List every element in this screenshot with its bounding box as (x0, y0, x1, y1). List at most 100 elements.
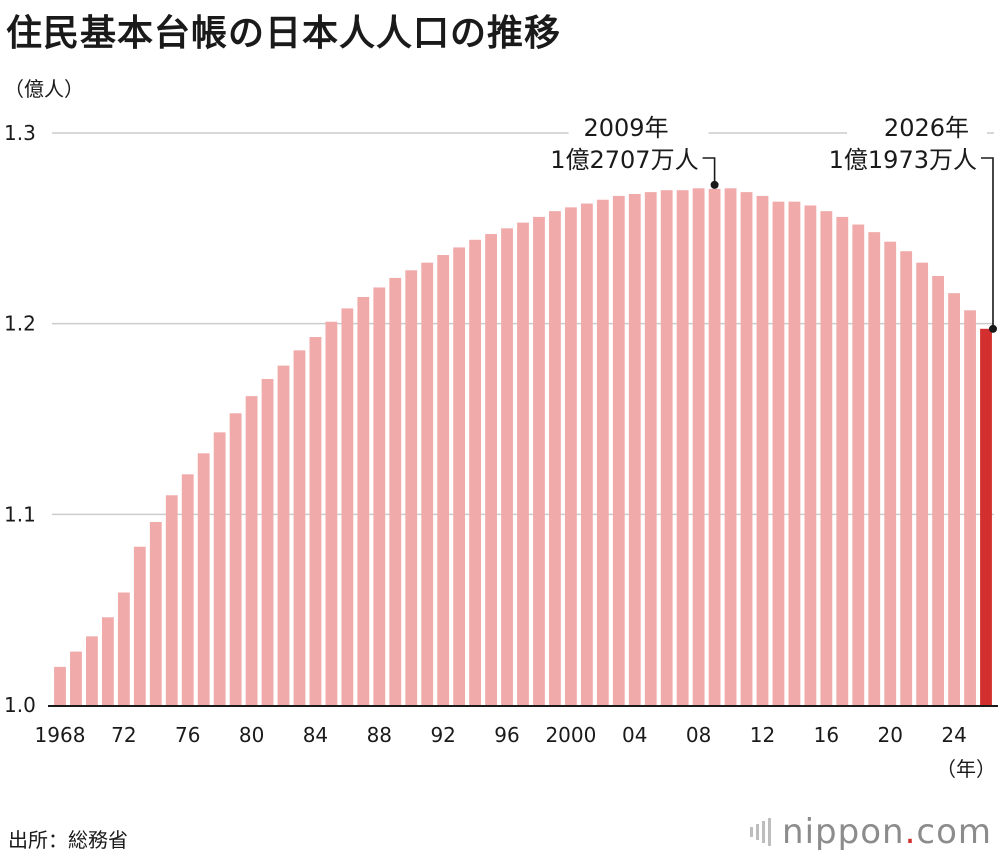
bar-1996 (501, 228, 513, 706)
bar-1993 (453, 247, 466, 705)
bar-2000 (564, 207, 577, 706)
x-tick-label: 84 (303, 723, 328, 747)
logo-name: nippon (782, 812, 905, 852)
bar-2003 (612, 195, 625, 706)
bar-2012 (756, 195, 769, 706)
bar-1968 (54, 666, 66, 705)
x-tick-label: 24 (941, 723, 966, 747)
chart-title: 住民基本台帳の日本人人口の推移 (6, 13, 562, 54)
bar-1976 (181, 474, 194, 705)
annotation-year: 2026年 (884, 114, 969, 142)
x-tick-label: 1968 (35, 723, 86, 747)
x-tick-label: 2000 (545, 723, 596, 747)
bar-1983 (293, 350, 306, 705)
bar-2014 (788, 201, 801, 705)
x-tick-label: 72 (111, 723, 136, 747)
bar-1994 (469, 239, 482, 706)
bar-1992 (437, 255, 450, 705)
x-tick-label: 80 (239, 723, 264, 747)
bar-2011 (740, 192, 753, 705)
bars (54, 188, 992, 706)
bar-1971 (101, 617, 114, 705)
bar-2020 (884, 241, 897, 705)
y-tick-label: 1.2 (4, 312, 36, 336)
bar-1984 (309, 337, 322, 705)
bar-2021 (900, 251, 913, 706)
bar-1999 (549, 211, 561, 705)
bar-2018 (852, 224, 865, 705)
annotation-value: 1億2707万人 (550, 146, 698, 174)
bar-2017 (836, 216, 849, 706)
bar-2013 (772, 201, 785, 705)
annotation-bg (847, 112, 987, 142)
bar-2019 (868, 232, 881, 705)
bar-1978 (213, 432, 226, 705)
logo-dot: . (904, 812, 917, 852)
x-tick-label: 20 (877, 723, 902, 747)
bar-2009 (708, 188, 721, 705)
bar-1990 (405, 270, 418, 705)
annotation-dot (710, 180, 719, 189)
annotation-leader (981, 157, 994, 329)
bar-1974 (149, 521, 162, 705)
annotation-leader (702, 157, 716, 185)
x-tick-label: 88 (367, 723, 392, 747)
bar-2026 (980, 328, 992, 705)
bar-1991 (421, 262, 434, 705)
bar-2004 (628, 194, 641, 705)
bar-2008 (692, 188, 705, 705)
bar-2002 (596, 199, 609, 705)
bar-1982 (277, 365, 290, 705)
x-tick-label: 92 (430, 723, 455, 747)
y-axis-label: （億人） (4, 77, 84, 101)
bar-1988 (373, 287, 386, 705)
bar-1979 (229, 413, 242, 705)
bar-1975 (165, 495, 178, 705)
annotation-dot (989, 324, 997, 333)
bar-2016 (820, 211, 833, 705)
bar-2001 (580, 203, 593, 705)
annotation-bg (568, 112, 709, 142)
bar-2006 (660, 190, 673, 705)
x-tick-label: 96 (494, 723, 519, 747)
bar-chart: （億人） 1.0 1.1 1.2 1.3 1968 72 76 80 84 88 92 96 2000 04… (4, 77, 998, 781)
annotation-year: 2009年 (584, 114, 669, 142)
bar-1972 (117, 592, 130, 705)
bar-1987 (357, 296, 370, 705)
bar-1989 (389, 277, 402, 705)
bar-1985 (325, 321, 338, 705)
source-note: 出所：総務省 (8, 828, 128, 852)
x-tick-label: 08 (686, 723, 711, 747)
bar-1977 (197, 453, 210, 705)
bar-1981 (261, 378, 274, 705)
bar-2005 (644, 192, 657, 705)
y-tick-label: 1.0 (4, 693, 36, 717)
bar-2015 (804, 205, 817, 705)
x-tick-label: 16 (814, 723, 839, 747)
y-tick-label: 1.1 (4, 502, 36, 526)
bar-2023 (932, 276, 945, 705)
bar-1973 (133, 546, 146, 705)
bar-1998 (533, 216, 545, 706)
bar-1997 (517, 222, 529, 705)
bar-1995 (485, 234, 497, 705)
logo-tld: com (916, 812, 992, 852)
bar-2024 (948, 293, 960, 705)
bar-2007 (676, 190, 689, 705)
logo-bars-icon (750, 817, 774, 847)
bar-1986 (341, 308, 354, 705)
axes: （億人） 1.0 1.1 1.2 1.3 1968 72 76 80 84 88 92 96 2000 04… (4, 77, 998, 781)
bar-1970 (86, 636, 98, 705)
bar-1980 (245, 396, 258, 705)
x-tick-label: 76 (175, 723, 200, 747)
x-tick-label: 04 (622, 723, 647, 747)
x-axis-label: （年） (936, 757, 996, 781)
x-tick-label: 12 (750, 723, 775, 747)
annotations: 2009年 1億2707万人 2026年 1億1973万人 (550, 112, 997, 333)
bar-2022 (916, 262, 929, 705)
bar-2025 (964, 310, 976, 705)
annotation-value: 1億1973万人 (829, 146, 977, 174)
bar-1969 (70, 651, 82, 705)
nippon-logo[interactable]: nippon. com (750, 812, 992, 852)
bar-2010 (724, 188, 737, 705)
